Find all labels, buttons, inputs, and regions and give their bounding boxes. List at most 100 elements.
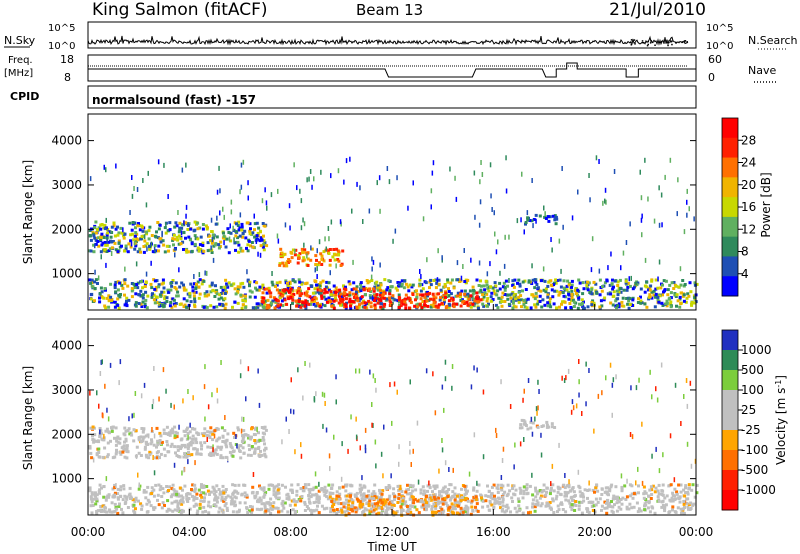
- velocity-scatter-cell: [545, 486, 549, 490]
- velocity-scatter-cell: [199, 491, 203, 494]
- freq-dot: [482, 65, 483, 67]
- power-scatter-cell: [189, 227, 193, 231]
- velocity-scatter-cell: [147, 433, 150, 439]
- power-scatter-cell: [399, 304, 403, 308]
- freq-dot: [196, 65, 197, 67]
- power-scatter-cell: [434, 278, 438, 282]
- velocity-scatter-cell: [310, 493, 314, 497]
- power-scatter-cell: [172, 243, 175, 247]
- power-scatter-cell: [679, 283, 683, 287]
- power-scatter-cell: [507, 302, 511, 306]
- velocity-scatter-cell: [233, 500, 237, 504]
- velocity-scatter-cell: [516, 497, 520, 501]
- power-scatter-cell: [320, 257, 324, 261]
- power-scatter-cell: [168, 228, 172, 232]
- velocity-scatter-cell: [457, 502, 461, 506]
- power-scatter-cell: [142, 250, 146, 254]
- velocity-scatter-cell: [372, 373, 375, 379]
- velocity-scatter-cell: [248, 505, 252, 508]
- freq-dot: [676, 65, 677, 67]
- power-scatter-cell: [325, 280, 329, 284]
- noise-strip: N.Sky 10^5 10^0 10^5 10^0 N.Search: [4, 21, 798, 52]
- velocity-scatter-cell: [295, 489, 299, 493]
- velocity-scatter-cell: [515, 510, 519, 514]
- freq-dot: [564, 65, 565, 67]
- freq-dot: [192, 65, 193, 67]
- power-scatter-cell: [156, 221, 160, 224]
- power-scatter-cell: [193, 274, 195, 279]
- velocity-scatter-cell: [158, 431, 162, 435]
- velocity-scatter-cell: [432, 495, 436, 499]
- velocity-scatter-cell: [147, 500, 151, 504]
- power-scatter-cell: [210, 251, 214, 254]
- power-scatter-cell: [330, 173, 332, 179]
- power-scatter-cell: [130, 295, 134, 299]
- power-scatter-cell: [379, 208, 381, 214]
- power-scatter-cell: [109, 239, 112, 243]
- power-scatter-cell: [555, 289, 559, 293]
- power-scatter-cell: [624, 281, 628, 285]
- velocity-scatter-cell: [367, 489, 371, 493]
- nsearch-dot: [650, 39, 652, 42]
- velocity-scatter-cell: [523, 437, 525, 442]
- power-scatter-cell: [143, 239, 147, 243]
- power-scatter-cell: [636, 281, 640, 285]
- velocity-scatter-cell: [693, 495, 697, 499]
- power-scatter-cell: [97, 244, 101, 248]
- power-scatter-cell: [128, 221, 132, 225]
- power-scatter-cell: [388, 296, 391, 300]
- power-scatter-cell: [172, 233, 176, 237]
- freq-dot: [414, 65, 415, 67]
- velocity-scatter-cell: [500, 486, 504, 490]
- velocity-scatter-cell: [257, 431, 260, 435]
- power-scatter-cell: [344, 305, 348, 309]
- power-scatter-cell: [253, 228, 256, 232]
- velocity-scatter-cell: [299, 499, 303, 503]
- power-scatter-cell: [216, 215, 218, 221]
- power-scatter-cell: [263, 287, 267, 291]
- power-scatter-cell: [161, 239, 165, 243]
- power-scatter-cell: [460, 289, 464, 293]
- power-colorbar-swatch: [722, 276, 738, 297]
- power-scatter-cell: [230, 209, 233, 215]
- power-scatter-cell: [570, 279, 574, 283]
- velocity-scatter-cell: [224, 443, 228, 447]
- velocity-scatter-cell: [448, 467, 450, 472]
- velocity-scatter-cell: [321, 487, 325, 491]
- power-scatter-cell: [182, 230, 186, 234]
- velocity-scatter-cell: [508, 489, 512, 493]
- velocity-scatter-cell: [623, 484, 627, 488]
- power-scatter-cell: [116, 225, 119, 229]
- velocity-scatter-cell: [374, 507, 378, 511]
- power-scatter-cell: [103, 223, 107, 227]
- velocity-scatter-cell: [243, 433, 247, 437]
- power-scatter-cell: [244, 236, 248, 240]
- power-scatter-cell: [297, 291, 301, 295]
- velocity-scatter-cell: [371, 422, 373, 428]
- velocity-scatter-cell: [143, 445, 147, 449]
- power-scatter-cell: [130, 241, 133, 247]
- velocity-scatter-cell: [665, 494, 669, 498]
- power-scatter-cell: [300, 292, 304, 296]
- freq-dot: [666, 65, 667, 67]
- velocity-scatter-cell: [522, 489, 526, 493]
- freq-dot: [506, 65, 507, 67]
- velocity-scatter-cell: [238, 508, 241, 512]
- velocity-scatter-cell: [450, 510, 454, 514]
- velocity-scatter-cell: [519, 441, 522, 447]
- power-scatter-cell: [382, 292, 386, 296]
- power-scatter-cell: [257, 288, 261, 292]
- velocity-scatter-cell: [152, 443, 156, 447]
- velocity-scatter-cell: [644, 500, 648, 503]
- power-scatter-cell: [421, 287, 425, 291]
- velocity-scatter-cell: [551, 463, 554, 469]
- power-scatter-cell: [312, 302, 316, 306]
- power-scatter-cell: [206, 241, 210, 245]
- power-scatter-cell: [421, 293, 424, 297]
- power-scatter-cell: [419, 293, 423, 297]
- velocity-scatter-cell: [642, 485, 646, 489]
- velocity-scatter-cell: [671, 499, 675, 503]
- power-scatter-cell: [316, 301, 319, 305]
- velocity-scatter-cell: [124, 429, 128, 433]
